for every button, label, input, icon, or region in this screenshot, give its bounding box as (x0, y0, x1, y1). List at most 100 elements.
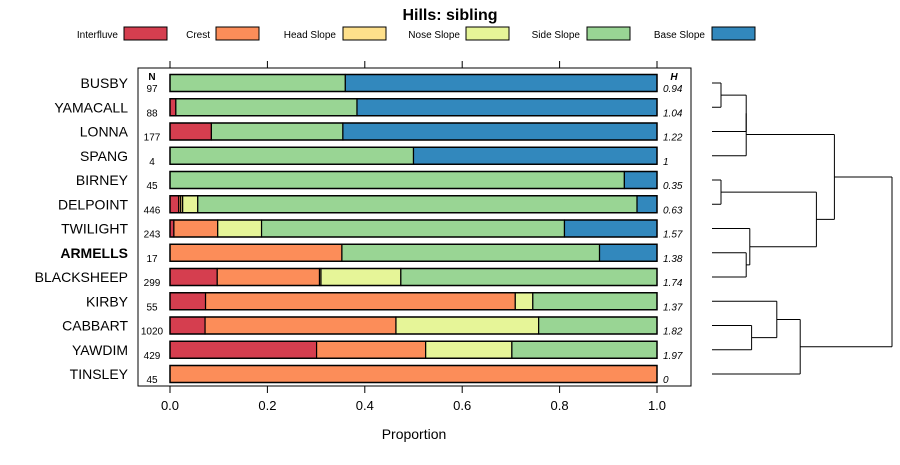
bar-outline-delpoint (169, 195, 658, 214)
bar-segment-tinsley-crest (169, 364, 658, 384)
legend-swatch-side-slope (586, 26, 631, 41)
bar-segment-busby-side-slope (169, 73, 346, 93)
h-value-blacksheep: 1.74 (663, 278, 683, 289)
chart-title: Hills: sibling (402, 7, 497, 24)
h-labels: H0.94 1.04 1.22 1 0.35 0.63 1.57 1.38 1.74 1.37 1.… (663, 72, 683, 386)
n-column-header: N (148, 72, 155, 83)
bar-segment-twilight-side-slope (260, 219, 566, 238)
bar-segment-delpoint-nose-slope (182, 195, 199, 214)
row-label-yawdim: YAWDIM (72, 342, 128, 358)
x-tick-label-3: 0.6 (453, 398, 471, 413)
row-label-blacksheep: BLACKSHEEP (35, 269, 128, 285)
h-value-tinsley: 0 (663, 375, 669, 386)
bar-segment-yamacall-interfluve (169, 98, 177, 117)
x-tick-label-2: 0.4 (356, 398, 374, 413)
bar-segment-blacksheep-interfluve (169, 267, 218, 287)
bar-outline-yamacall (169, 98, 658, 117)
bars-layer (169, 73, 658, 384)
bar-segment-yamacall-side-slope (175, 98, 358, 117)
bar-segment-armells-base-slope (598, 243, 658, 262)
n-value-armells: 17 (146, 254, 158, 265)
legend-swatch-interfluve (123, 26, 168, 41)
row-label-twilight: TWILIGHT (61, 221, 128, 237)
bar-segment-cabbart-crest (204, 316, 397, 335)
row-label-tinsley: TINSLEY (70, 366, 129, 382)
h-value-yawdim: 1.97 (663, 351, 683, 362)
row-label-kirby: KIRBY (86, 293, 129, 309)
bar-outline-tinsley (169, 364, 658, 384)
bar-segment-kirby-side-slope (532, 292, 658, 311)
n-labels: N97 88 177 4 45 446 243 17 299 55 1020 429 45 (141, 72, 164, 386)
row-label-yamacall: YAMACALL (54, 99, 128, 115)
plot-frame (137, 67, 692, 387)
bar-segment-busby-base-slope (344, 73, 658, 93)
bar-outline-yawdim (169, 340, 658, 359)
x-axis-label: Proportion (382, 426, 447, 442)
bar-segment-twilight-crest (173, 219, 219, 238)
bar-segment-twilight-base-slope (563, 219, 658, 238)
legend-label-nose-slope: Nose Slope (408, 30, 460, 41)
bar-segment-twilight-nose-slope (217, 219, 263, 238)
bar-outline-lonna (169, 122, 658, 141)
h-value-kirby: 1.37 (663, 302, 683, 313)
legend-swatch-nose-slope (465, 26, 510, 41)
row-label-delpoint: DELPOINT (58, 196, 128, 212)
h-value-armells: 1.38 (663, 254, 683, 265)
bar-segment-kirby-nose-slope (514, 292, 534, 311)
bar-segment-blacksheep-nose-slope (320, 267, 402, 287)
bar-segment-delpoint-interfluve (169, 195, 180, 214)
bar-segment-kirby-crest (204, 292, 516, 311)
bar-segment-birney-base-slope (623, 170, 658, 190)
row-label-lonna: LONNA (80, 124, 129, 140)
legend: Interfluve Crest Head Slope Nose Slope Side … (77, 26, 756, 41)
bar-segment-cabbart-side-slope (538, 316, 658, 335)
x-tick-label-4: 0.8 (551, 398, 569, 413)
row-label-spang: SPANG (80, 148, 128, 164)
bar-outline-kirby (169, 292, 658, 311)
bar-segment-yawdim-side-slope (511, 340, 658, 359)
n-value-spang: 4 (149, 157, 155, 168)
legend-label-side-slope: Side Slope (532, 30, 581, 41)
bar-segment-blacksheep-side-slope (400, 267, 658, 287)
bar-segment-blacksheep-crest (216, 267, 321, 287)
legend-label-crest: Crest (186, 30, 210, 41)
h-value-busby: 0.94 (663, 84, 683, 95)
h-value-birney: 0.35 (663, 181, 683, 192)
bar-segment-delpoint-base-slope (636, 195, 658, 214)
dendrogram (712, 82, 893, 375)
row-labels: BUSBY YAMACALL LONNA SPANG BIRNEY DELPOINT TWI… (35, 75, 129, 382)
bar-segment-kirby-interfluve (169, 292, 207, 311)
n-value-kirby: 55 (146, 302, 158, 313)
legend-swatch-head-slope (342, 26, 387, 41)
bar-outline-armells (169, 243, 658, 262)
bar-segment-lonna-interfluve (169, 122, 212, 141)
legend-swatch-base-slope (711, 26, 756, 41)
n-value-yamacall: 88 (146, 108, 158, 119)
n-value-lonna: 177 (144, 133, 161, 144)
bar-segment-armells-side-slope (341, 243, 601, 262)
x-tick-label-5: 1.0 (648, 398, 666, 413)
n-value-birney: 45 (146, 181, 158, 192)
h-value-delpoint: 0.63 (663, 205, 683, 216)
h-value-lonna: 1.22 (663, 133, 683, 144)
n-value-delpoint: 446 (144, 205, 161, 216)
bar-segment-cabbart-nose-slope (395, 316, 540, 335)
row-label-birney: BIRNEY (76, 172, 129, 188)
row-label-busby: BUSBY (81, 75, 129, 91)
legend-swatch-crest (215, 26, 260, 41)
n-value-busby: 97 (146, 84, 158, 95)
bar-segment-spang-side-slope (169, 146, 415, 165)
row-label-armells: ARMELLS (60, 245, 128, 261)
x-tick-label-1: 0.2 (258, 398, 276, 413)
bar-outline-cabbart (169, 316, 658, 335)
bar-outline-twilight (169, 219, 658, 238)
legend-label-base-slope: Base Slope (654, 30, 706, 41)
bar-segment-yawdim-interfluve (169, 340, 318, 359)
bar-outline-busby (169, 73, 658, 93)
bar-outline-blacksheep (169, 267, 658, 287)
n-value-twilight: 243 (144, 230, 161, 241)
x-axis: 0.0 0.2 0.4 0.6 0.8 1.0 (161, 61, 666, 413)
h-value-spang: 1 (663, 157, 669, 168)
